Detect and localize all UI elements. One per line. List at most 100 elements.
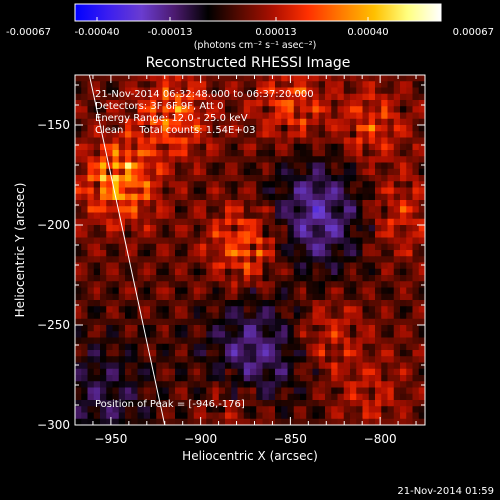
heatmap-cell xyxy=(181,268,188,276)
heatmap-cell xyxy=(381,306,388,313)
heatmap-cell xyxy=(75,362,82,370)
heatmap-cell xyxy=(268,218,276,226)
heatmap-cell xyxy=(231,206,238,213)
heatmap-cell xyxy=(106,156,113,163)
heatmap-cell xyxy=(193,318,201,326)
heatmap-cell xyxy=(393,256,401,263)
heatmap-cell xyxy=(418,131,425,138)
heatmap-cell xyxy=(168,162,176,170)
heatmap-cell xyxy=(231,281,238,288)
heatmap-cell xyxy=(100,162,107,170)
heatmap-cell xyxy=(418,375,425,382)
heatmap-cell xyxy=(75,331,82,338)
heatmap-cell xyxy=(275,350,282,357)
heatmap-cell xyxy=(268,137,276,145)
plot-frame xyxy=(74,74,426,426)
heatmap-cell xyxy=(281,181,288,188)
heatmap-cell xyxy=(262,131,270,138)
heatmap-cell xyxy=(350,181,357,188)
heatmap-cell xyxy=(218,206,226,213)
heatmap-cell xyxy=(150,293,157,301)
heatmap-cell xyxy=(150,250,157,257)
heatmap-cell xyxy=(318,187,326,195)
heatmap-cell xyxy=(75,356,82,363)
heatmap-cell xyxy=(131,400,138,407)
heatmap-cell xyxy=(175,112,182,120)
heatmap-cell xyxy=(168,206,176,213)
heatmap-cell xyxy=(87,131,95,138)
heatmap-cell xyxy=(93,206,101,213)
heatmap-cell xyxy=(368,281,376,288)
heatmap-cell xyxy=(156,306,163,313)
heatmap-cell xyxy=(250,243,257,251)
heatmap-cell xyxy=(368,400,376,407)
heatmap-cell xyxy=(412,231,420,238)
heatmap-cell xyxy=(325,300,332,307)
heatmap-cell xyxy=(337,318,345,326)
heatmap-cell xyxy=(368,100,376,107)
heatmap-cell xyxy=(187,381,195,388)
heatmap-cell xyxy=(75,275,82,282)
heatmap-cell xyxy=(306,362,313,370)
heatmap-cell xyxy=(87,93,95,101)
heatmap-cell xyxy=(356,93,363,101)
heatmap-cell xyxy=(306,375,313,382)
heatmap-cell xyxy=(268,193,276,201)
heatmap-cell xyxy=(325,218,332,226)
heatmap-cell xyxy=(275,318,282,326)
heatmap-cell xyxy=(87,87,95,95)
heatmap-cell xyxy=(337,175,345,182)
colorbar-tick-label: -0.00013 xyxy=(148,27,193,38)
heatmap-cell xyxy=(300,93,307,101)
heatmap-cell xyxy=(418,168,425,176)
heatmap-cell xyxy=(156,331,163,338)
heatmap-cell xyxy=(187,325,195,332)
heatmap-cell xyxy=(218,412,226,420)
heatmap-cell xyxy=(100,131,107,138)
heatmap-cell xyxy=(268,281,276,288)
heatmap-cell xyxy=(368,106,376,113)
heatmap-cell xyxy=(206,387,213,395)
heatmap-cell xyxy=(218,187,226,195)
heatmap-cell xyxy=(162,331,170,338)
y-axis-label: Heliocentric Y (arcsec) xyxy=(13,183,27,318)
heatmap-cell xyxy=(356,106,363,113)
heatmap-cell xyxy=(268,206,276,213)
heatmap-cell xyxy=(187,400,195,407)
heatmap-cell xyxy=(200,93,207,101)
heatmap-cell xyxy=(206,300,213,307)
heatmap-cell xyxy=(137,193,145,201)
heatmap-cell xyxy=(318,225,326,232)
heatmap-cell xyxy=(268,125,276,132)
heatmap-cell xyxy=(193,375,201,382)
heatmap-cell xyxy=(337,106,345,113)
heatmap-cell xyxy=(300,306,307,313)
heatmap-cell xyxy=(362,187,370,195)
heatmap-cell xyxy=(206,281,213,288)
heatmap-cell xyxy=(381,325,388,332)
heatmap-cell xyxy=(381,393,388,401)
heatmap-cell xyxy=(231,125,238,132)
heatmap-cell xyxy=(337,293,345,301)
heatmap-cell xyxy=(225,118,232,126)
heatmap-cell xyxy=(300,175,307,182)
heatmap-cell xyxy=(93,181,101,188)
heatmap-cell xyxy=(250,125,257,132)
heatmap-cell xyxy=(312,212,320,220)
heatmap-cell xyxy=(206,243,213,251)
heatmap-cell xyxy=(162,262,170,270)
heatmap-cell xyxy=(237,250,245,257)
heatmap-cell xyxy=(112,218,120,226)
heatmap-cell xyxy=(106,325,113,332)
heatmap-cell xyxy=(187,406,195,413)
heatmap-cell xyxy=(337,93,345,101)
heatmap-cell xyxy=(156,412,163,420)
heatmap-cell xyxy=(281,87,288,95)
heatmap-cell xyxy=(218,212,226,220)
heatmap-cell xyxy=(375,381,382,388)
heatmap-cell xyxy=(112,300,120,307)
heatmap-cell xyxy=(362,162,370,170)
heatmap-cell xyxy=(237,218,245,226)
heatmap-cell xyxy=(162,137,170,145)
heatmap-cell xyxy=(106,337,113,345)
